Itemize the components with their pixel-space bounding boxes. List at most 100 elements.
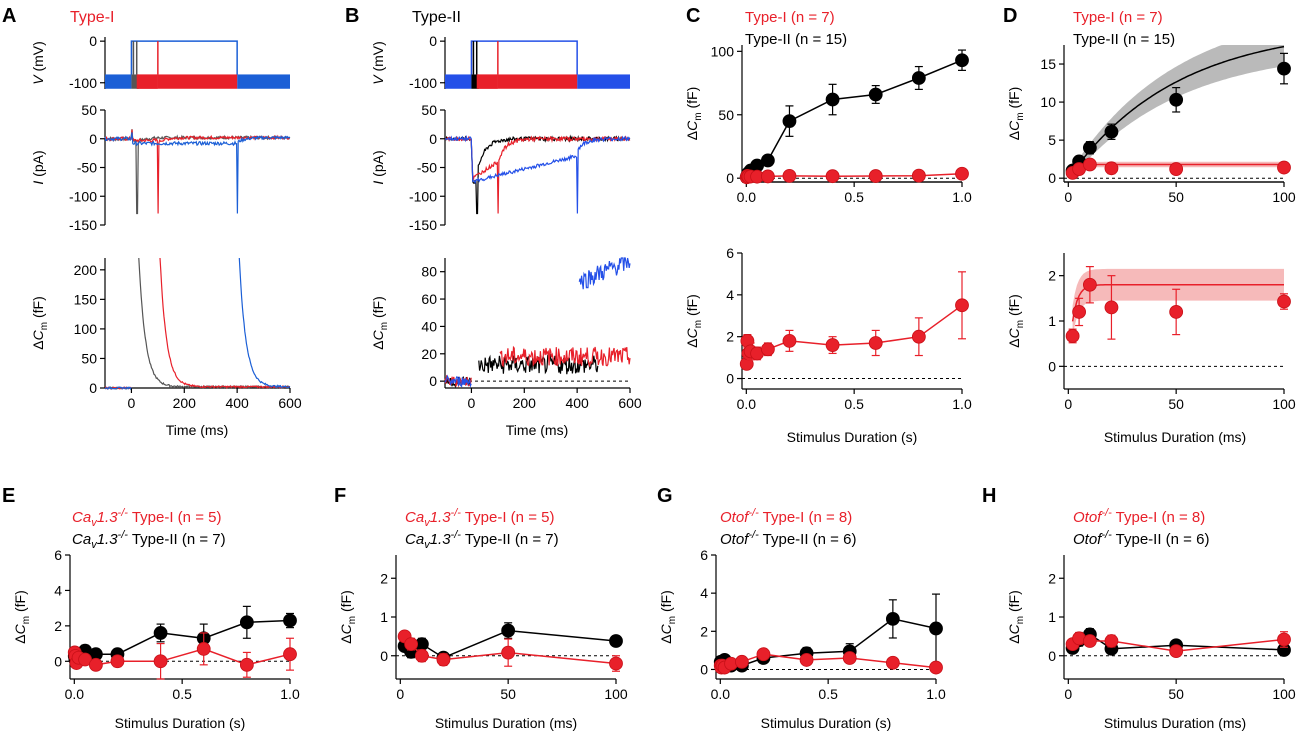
data-point-red — [825, 338, 840, 352]
y-tick-label: 0 — [1048, 648, 1056, 664]
panel-h-axes: 0 1 2 0 50 100 — [1048, 555, 1296, 702]
panel-e-legend-red: Cav1.3-/- Type-I (n = 5) — [72, 507, 221, 529]
x-tick-label: 50 — [1168, 396, 1184, 412]
y-tick-label: 4 — [700, 585, 708, 601]
data-point-red — [760, 342, 775, 357]
series-line-black — [746, 59, 963, 178]
y-tick-label: 60 — [421, 291, 437, 307]
panel-e-xlabel: Stimulus Duration (s) — [115, 715, 246, 731]
data-point-black — [283, 613, 297, 628]
panel-a-xlabel: Time (ms) — [166, 422, 228, 438]
data-point-black — [885, 612, 900, 626]
panel-letter-e: E — [2, 485, 15, 507]
x-tick-label: 0.5 — [172, 686, 192, 702]
y-tick-label: 2 — [54, 618, 62, 634]
y-tick-label: 0 — [429, 33, 437, 49]
panel-e-legend-black: Cav1.3-/- Type-II (n = 7) — [72, 529, 226, 551]
x-tick-label: 600 — [278, 395, 302, 411]
y-tick-label: 0 — [726, 371, 734, 387]
y-tick-label: 1 — [1048, 313, 1056, 329]
data-point-red — [782, 333, 797, 348]
cm-trace-pre-blue — [444, 374, 472, 389]
y-tick-label: 20 — [421, 346, 437, 362]
cm-trace-pre-blue — [104, 386, 132, 391]
data-point-black — [1169, 92, 1184, 107]
y-tick-label: 0 — [1048, 358, 1056, 374]
data-point-black — [782, 114, 797, 129]
panel-a-cm-ylabel: ΔCm (fF) — [30, 296, 50, 349]
data-point-red — [911, 168, 926, 183]
panel-f-ylabel: ΔCm (fF) — [338, 590, 358, 643]
panel-g-axes: 0 2 4 6 0.0 0.5 1.0 — [700, 547, 946, 702]
data-point-red — [609, 656, 623, 671]
data-point-black — [868, 87, 883, 102]
y-tick-label: 0 — [429, 131, 437, 147]
y-tick-label: 150 — [74, 291, 98, 307]
y-tick-label: 2 — [1048, 570, 1056, 586]
panel-letter-h: H — [982, 485, 996, 507]
y-tick-label: 100 — [74, 321, 98, 337]
data-point-red — [782, 169, 797, 183]
data-point-red — [868, 169, 883, 183]
panel-h-legend-red: Otof-/- Type-I (n = 8) — [1073, 507, 1205, 526]
panel-b-xlabel: Time (ms) — [506, 422, 568, 438]
y-tick-label: 100 — [711, 43, 735, 59]
y-tick-label: 2 — [700, 623, 708, 639]
data-point-red — [1082, 634, 1097, 648]
x-tick-label: 50 — [1168, 189, 1184, 205]
y-tick-label: 0 — [380, 648, 388, 664]
data-point-red — [436, 652, 451, 667]
y-tick-label: 40 — [421, 318, 437, 334]
y-tick-label: -50 — [77, 160, 97, 176]
panel-letter-g: G — [657, 485, 673, 507]
x-tick-label: 0 — [396, 686, 404, 702]
y-tick-label: 50 — [718, 107, 734, 123]
panel-letter-d: D — [1003, 5, 1017, 27]
panel-g-ylabel: ΔCm (fF) — [658, 590, 678, 643]
panel-h-xlabel: Stimulus Duration (ms) — [1104, 715, 1246, 731]
protocol-hold-post — [237, 74, 290, 89]
y-tick-label: 200 — [74, 262, 98, 278]
x-tick-label: 1.0 — [952, 396, 972, 412]
panel-c-top-ylabel: ΔCm (fF) — [684, 87, 704, 140]
x-tick-label: 100 — [1272, 686, 1296, 702]
data-point-red — [955, 166, 969, 181]
y-tick-label: 10 — [1040, 94, 1056, 110]
panel-a-current-axes: 50 0 -50 -100 -150 — [69, 102, 106, 233]
x-tick-label: 0 — [1064, 686, 1072, 702]
protocol-hold-red2 — [497, 74, 578, 89]
y-tick-label: 0 — [1048, 170, 1056, 186]
data-point-black — [929, 621, 943, 636]
fit-band-black — [1072, 45, 1284, 177]
data-point-red — [404, 637, 418, 652]
x-tick-label: 200 — [173, 395, 197, 411]
panel-b-current-ylabel: I (pA) — [370, 150, 386, 184]
y-tick-label: 50 — [81, 102, 97, 118]
panel-c-xlabel: Stimulus Duration (s) — [787, 429, 918, 445]
cm-trace-blue — [238, 257, 291, 389]
cm-trace-red — [159, 257, 291, 389]
x-tick-label: 0.5 — [844, 189, 864, 205]
panel-c-bottom-ylabel: ΔCm (fF) — [684, 294, 704, 347]
data-point-red — [1169, 162, 1184, 176]
panel-g-legend-black: Otof-/- Type-II (n = 6) — [720, 529, 856, 548]
y-tick-label: -150 — [69, 217, 97, 233]
panel-d-bottom-ylabel: ΔCm (fF) — [1006, 294, 1026, 347]
data-point-black — [955, 53, 969, 68]
data-point-red — [1104, 161, 1119, 176]
panel-b-protocol-ylabel: V (mV) — [370, 41, 386, 85]
x-tick-label: 100 — [1272, 396, 1296, 412]
data-point-red — [842, 651, 857, 665]
y-tick-label: -50 — [417, 160, 437, 176]
x-tick-label: 0 — [128, 395, 136, 411]
y-tick-label: 1 — [1048, 609, 1056, 625]
panel-g-xlabel: Stimulus Duration (s) — [761, 715, 892, 731]
data-point-red — [501, 645, 516, 660]
panel-b-cm-ylabel: ΔCm (fF) — [370, 296, 390, 349]
y-tick-label: 2 — [380, 570, 388, 586]
protocol-hold-red2 — [157, 74, 238, 89]
protocol-hold-pre — [445, 74, 472, 89]
y-tick-label: 2 — [1048, 268, 1056, 284]
x-tick-label: 0.5 — [844, 396, 864, 412]
